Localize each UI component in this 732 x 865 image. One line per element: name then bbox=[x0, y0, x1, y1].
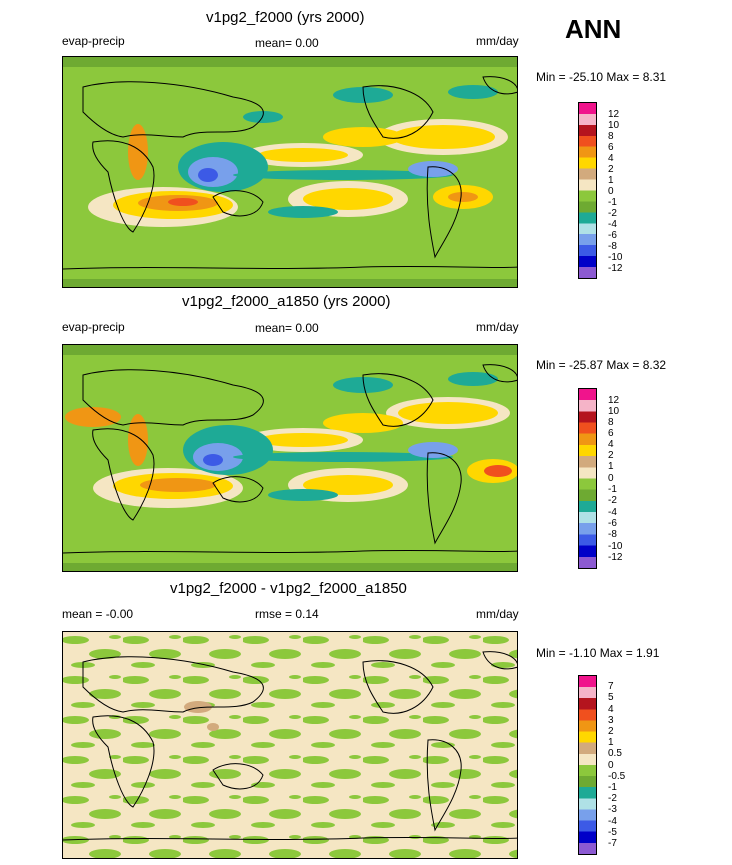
panel-2-variable-label: evap-precip bbox=[62, 320, 125, 334]
colorbar-tick: -2 bbox=[608, 793, 617, 804]
colorbar-tick: -1 bbox=[608, 197, 617, 208]
colorbar-tick: -1 bbox=[608, 484, 617, 495]
panel-2-min-max-label: Min = -25.87 Max = 8.32 bbox=[536, 358, 667, 372]
panel-1-map bbox=[62, 56, 518, 288]
colorbar-tick: 4 bbox=[608, 439, 614, 450]
colorbar-box bbox=[578, 675, 597, 855]
colorbar-tick: -4 bbox=[608, 816, 617, 827]
panel-2-map bbox=[62, 344, 518, 572]
colorbar-tick: 10 bbox=[608, 120, 620, 131]
panel-1-units-label: mm/day bbox=[476, 34, 519, 48]
colorbar-box bbox=[578, 388, 597, 569]
colorbar-tick: -8 bbox=[608, 241, 617, 252]
panel-1-title: v1pg2_f2000 (yrs 2000) bbox=[206, 9, 365, 26]
panel-3-min-max-label: Min = -1.10 Max = 1.91 bbox=[536, 646, 660, 660]
colorbar-tick: -7 bbox=[608, 838, 617, 849]
panel-1-min-max-label: Min = -25.10 Max = 8.31 bbox=[536, 70, 667, 84]
colorbar-tick: -12 bbox=[608, 263, 623, 274]
panel-1-variable-label: evap-precip bbox=[62, 34, 125, 48]
colorbar-tick: -1 bbox=[608, 782, 617, 793]
colorbar-tick: -8 bbox=[608, 529, 617, 540]
colorbar-tick: 10 bbox=[608, 406, 620, 417]
colorbar-tick: 12 bbox=[608, 109, 620, 120]
colorbar-tick: -10 bbox=[608, 252, 623, 263]
colorbar-tick: 0 bbox=[608, 760, 614, 771]
colorbar-tick: 5 bbox=[608, 692, 614, 703]
panel-3-units-label: mm/day bbox=[476, 607, 519, 621]
colorbar-tick: 4 bbox=[608, 704, 614, 715]
panel-1-mean-label: mean= 0.00 bbox=[255, 36, 319, 50]
colorbar-tick: -6 bbox=[608, 230, 617, 241]
panel-3-title: v1pg2_f2000 - v1pg2_f2000_a1850 bbox=[170, 580, 407, 597]
colorbar-tick: -6 bbox=[608, 518, 617, 529]
panel-2-units-label: mm/day bbox=[476, 320, 519, 334]
colorbar-tick: 0.5 bbox=[608, 748, 622, 759]
colorbar-box bbox=[578, 102, 597, 279]
colorbar-tick: 1 bbox=[608, 175, 614, 186]
colorbar-tick: 1 bbox=[608, 737, 614, 748]
colorbar-tick: 2 bbox=[608, 450, 614, 461]
panel-3-rmse-label: rmse = 0.14 bbox=[255, 607, 319, 621]
colorbar-tick: -5 bbox=[608, 827, 617, 838]
panel-2-mean-label: mean= 0.00 bbox=[255, 321, 319, 335]
colorbar-tick: 0 bbox=[608, 186, 614, 197]
colorbar-tick: -4 bbox=[608, 507, 617, 518]
colorbar-tick: 3 bbox=[608, 715, 614, 726]
colorbar-tick: 2 bbox=[608, 164, 614, 175]
colorbar-tick: 6 bbox=[608, 428, 614, 439]
panel-3-mean-label: mean = -0.00 bbox=[62, 607, 134, 621]
colorbar-tick: 7 bbox=[608, 681, 614, 692]
colorbar-tick: 0 bbox=[608, 473, 614, 484]
colorbar-tick: 8 bbox=[608, 131, 614, 142]
colorbar-tick: 1 bbox=[608, 461, 614, 472]
panel-3-map bbox=[62, 631, 518, 859]
colorbar-tick: 6 bbox=[608, 142, 614, 153]
colorbar-tick: -0.5 bbox=[608, 771, 626, 782]
colorbar-tick: -3 bbox=[608, 804, 617, 815]
colorbar-tick: -10 bbox=[608, 541, 623, 552]
colorbar-tick: 8 bbox=[608, 417, 614, 428]
colorbar-tick: 2 bbox=[608, 726, 614, 737]
colorbar-tick: -2 bbox=[608, 208, 617, 219]
colorbar-tick: 12 bbox=[608, 395, 620, 406]
season-label: ANN bbox=[565, 14, 622, 44]
colorbar-tick: -2 bbox=[608, 495, 617, 506]
colorbar-tick: -12 bbox=[608, 552, 623, 563]
colorbar-tick: 4 bbox=[608, 153, 614, 164]
colorbar-tick: -4 bbox=[608, 219, 617, 230]
panel-2-title: v1pg2_f2000_a1850 (yrs 2000) bbox=[182, 293, 391, 310]
